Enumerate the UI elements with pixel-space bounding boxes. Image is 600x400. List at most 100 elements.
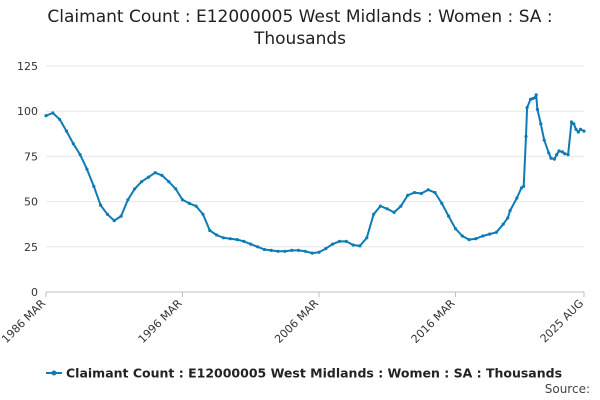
data-point bbox=[506, 216, 510, 220]
data-point bbox=[574, 127, 578, 131]
data-point bbox=[566, 153, 570, 157]
data-point bbox=[494, 230, 498, 234]
data-point bbox=[269, 248, 273, 252]
data-point bbox=[337, 239, 342, 243]
data-point bbox=[569, 120, 574, 124]
data-point bbox=[351, 243, 355, 247]
data-point bbox=[228, 237, 232, 241]
data-point bbox=[519, 186, 524, 190]
data-point bbox=[582, 129, 586, 133]
data-point bbox=[126, 198, 130, 202]
data-point bbox=[563, 152, 567, 156]
data-point bbox=[344, 239, 348, 243]
data-point bbox=[453, 227, 458, 231]
data-point bbox=[105, 212, 109, 216]
chart-title: Claimant Count : E12000005 West Midlands… bbox=[0, 6, 600, 50]
data-point bbox=[508, 209, 512, 213]
data-point bbox=[221, 236, 225, 240]
data-point bbox=[460, 234, 464, 238]
data-point bbox=[242, 239, 246, 243]
data-point bbox=[133, 187, 137, 191]
data-point bbox=[533, 96, 537, 100]
data-point bbox=[557, 149, 561, 153]
data-point bbox=[385, 207, 389, 211]
data-point bbox=[515, 196, 519, 200]
data-point bbox=[276, 249, 280, 253]
x-tick-label: 2016 MAR bbox=[409, 297, 458, 346]
data-point bbox=[256, 245, 260, 249]
source-label: Source: bbox=[545, 382, 590, 396]
data-point bbox=[447, 214, 451, 218]
data-point bbox=[542, 138, 546, 142]
x-tick-label: 2006 MAR bbox=[272, 297, 321, 346]
data-point bbox=[365, 236, 369, 240]
data-point bbox=[194, 204, 198, 208]
data-point bbox=[85, 167, 89, 171]
data-point bbox=[560, 150, 565, 154]
data-point bbox=[58, 117, 62, 121]
data-point bbox=[112, 219, 116, 223]
x-tick-label: 1996 MAR bbox=[136, 297, 185, 346]
data-point bbox=[579, 127, 583, 131]
data-point bbox=[406, 193, 410, 197]
data-point bbox=[317, 250, 321, 254]
data-point bbox=[488, 232, 492, 236]
data-point bbox=[160, 173, 164, 177]
series-group bbox=[44, 93, 586, 255]
data-point bbox=[552, 157, 557, 161]
data-point bbox=[262, 247, 266, 252]
data-point bbox=[547, 151, 551, 155]
data-point bbox=[78, 153, 82, 157]
data-point bbox=[92, 184, 96, 188]
data-point bbox=[235, 238, 239, 242]
x-tick-label: 2025 AUG bbox=[538, 297, 587, 346]
data-point bbox=[433, 191, 437, 195]
y-tick-label: 25 bbox=[24, 241, 38, 254]
data-point bbox=[187, 201, 191, 205]
data-point bbox=[481, 234, 485, 238]
data-point bbox=[419, 191, 423, 196]
data-point bbox=[201, 212, 205, 216]
data-point bbox=[215, 233, 219, 237]
data-point bbox=[119, 214, 123, 218]
legend-label: Claimant Count : E12000005 West Midlands… bbox=[66, 366, 562, 381]
data-point bbox=[174, 187, 178, 191]
data-point bbox=[310, 251, 314, 255]
y-axis-ticks: 0 25 50 75 100 125 bbox=[17, 60, 38, 299]
data-point bbox=[64, 129, 69, 133]
legend: Claimant Count : E12000005 West Midlands… bbox=[46, 366, 562, 381]
data-point bbox=[440, 201, 444, 205]
data-point bbox=[153, 171, 157, 175]
data-point bbox=[180, 198, 185, 202]
y-tick-label: 125 bbox=[17, 60, 38, 73]
y-tick-label: 100 bbox=[17, 105, 38, 118]
data-point bbox=[412, 191, 417, 195]
data-point bbox=[539, 122, 543, 126]
data-point bbox=[139, 180, 144, 184]
data-point bbox=[549, 156, 553, 160]
data-point bbox=[501, 222, 505, 226]
data-point bbox=[392, 210, 396, 214]
chart-title-line-2: Thousands bbox=[253, 29, 347, 49]
data-point bbox=[51, 111, 55, 115]
data-point bbox=[467, 238, 471, 242]
data-point bbox=[576, 130, 580, 134]
data-point bbox=[399, 204, 403, 208]
data-point bbox=[555, 153, 559, 157]
data-point bbox=[290, 248, 294, 252]
data-point bbox=[535, 107, 540, 111]
data-point bbox=[44, 114, 48, 118]
x-axis: 1986 MAR 1996 MAR 2006 MAR 2016 MAR 2025 AUG bbox=[0, 291, 587, 346]
data-point bbox=[99, 203, 103, 207]
data-point bbox=[71, 142, 75, 146]
data-point bbox=[525, 106, 529, 110]
y-tick-label: 50 bbox=[24, 196, 38, 209]
data-point bbox=[283, 249, 287, 253]
gridlines bbox=[46, 65, 584, 293]
data-point bbox=[426, 188, 430, 192]
y-tick-label: 75 bbox=[24, 150, 38, 163]
data-point bbox=[572, 122, 576, 126]
data-point bbox=[474, 237, 478, 241]
data-point bbox=[303, 249, 307, 253]
